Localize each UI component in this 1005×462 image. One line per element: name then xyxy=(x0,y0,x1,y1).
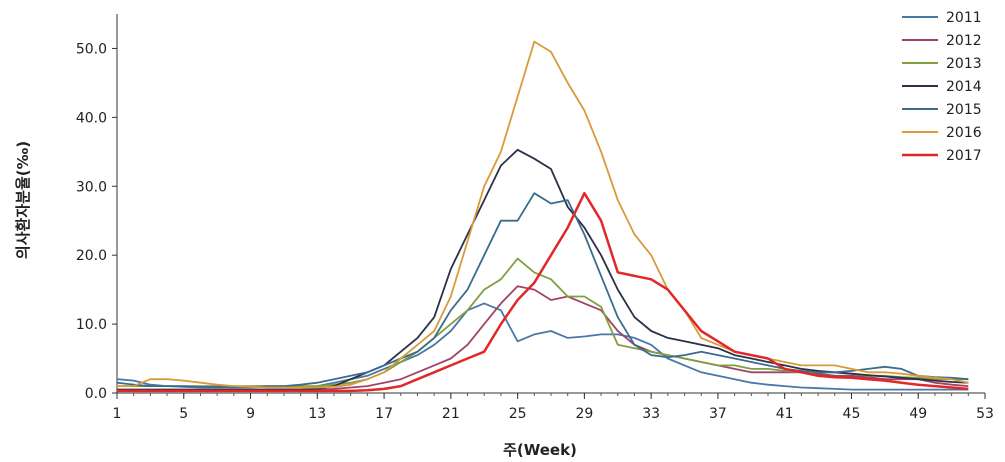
x-tick-label: 41 xyxy=(776,406,794,422)
legend-label-2016: 2016 xyxy=(946,125,982,141)
axes: 0.0 10.0 20.0 30.0 40.0 50.0 1 5 9 13 17 21 25 29 33 37… xyxy=(76,14,994,422)
legend-label-2015: 2015 xyxy=(946,102,982,118)
legend-label-2012: 2012 xyxy=(946,33,982,49)
x-tick-label: 13 xyxy=(308,406,326,422)
x-tick-label: 45 xyxy=(843,406,861,422)
x-tick-label: 29 xyxy=(575,406,593,422)
series-layer xyxy=(116,40,969,393)
series-line-2012 xyxy=(117,285,969,391)
y-tick-label: 40.0 xyxy=(76,110,107,126)
legend-label-2017: 2017 xyxy=(946,148,982,164)
x-axis-title: 주(Week) xyxy=(503,441,577,459)
series-line-2017 xyxy=(117,191,969,393)
x-tick-label: 1 xyxy=(113,406,122,422)
x-tick-label: 9 xyxy=(246,406,255,422)
x-tick-label: 17 xyxy=(375,406,393,422)
legend-label-2014: 2014 xyxy=(946,79,982,95)
y-tick-label: 50.0 xyxy=(76,41,107,57)
legend-label-2011: 2011 xyxy=(946,10,982,26)
series-line-2015 xyxy=(116,192,969,388)
x-tick-label: 49 xyxy=(909,406,927,422)
x-tick-label: 37 xyxy=(709,406,727,422)
legend-label-2013: 2013 xyxy=(946,56,982,72)
x-tick-label: 53 xyxy=(976,406,994,422)
y-axis-title: 의사환자분율(‰) xyxy=(14,141,32,259)
x-tick-label: 33 xyxy=(642,406,660,422)
x-tick-label: 25 xyxy=(509,406,527,422)
y-tick-label: 10.0 xyxy=(76,317,107,333)
x-tick-label: 5 xyxy=(179,406,188,422)
x-tick-label: 21 xyxy=(442,406,460,422)
legend: 2011 2012 2013 2014 2015 2016 2017 xyxy=(902,10,982,164)
y-tick-label: 0.0 xyxy=(85,386,107,402)
series-line-2016 xyxy=(117,40,969,389)
y-tick-label: 20.0 xyxy=(76,248,107,264)
y-tick-label: 30.0 xyxy=(76,179,107,195)
